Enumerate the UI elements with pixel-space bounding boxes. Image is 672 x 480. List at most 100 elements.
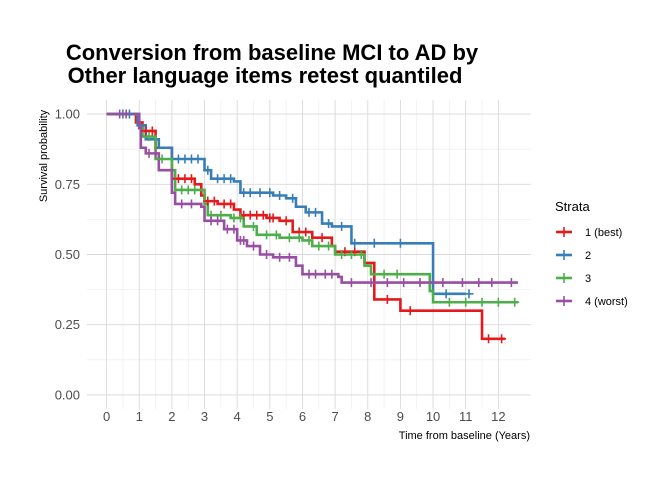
x-tick-label: 6 <box>299 409 306 424</box>
censor-mark <box>147 126 157 136</box>
legend-label: 3 <box>585 273 591 285</box>
censor-mark <box>157 154 167 164</box>
series-lines <box>106 112 518 341</box>
censor-mark <box>461 297 471 307</box>
censor-mark <box>350 238 360 248</box>
legend-label: 2 <box>585 250 591 262</box>
censor-mark <box>464 289 474 299</box>
censor-mark <box>284 252 294 262</box>
legend-label: 4 (worst) <box>585 296 628 308</box>
legend-title: Strata <box>555 199 590 214</box>
censor-mark <box>193 154 203 164</box>
censor-mark <box>317 233 327 243</box>
legend-label: 1 (best) <box>585 227 622 239</box>
censor-mark <box>346 250 356 259</box>
y-tick-label: 0.50 <box>55 247 80 262</box>
censor-mark <box>249 221 258 231</box>
censor-mark <box>311 207 321 217</box>
censor-mark <box>268 213 278 223</box>
legend: Strata 1 (best) 2 3 4 (worst) <box>555 199 628 308</box>
x-tick-label: 4 <box>234 409 241 424</box>
censor-mark <box>213 216 223 226</box>
censor-mark <box>314 241 324 251</box>
censor-mark <box>369 238 379 248</box>
x-tick-label: 5 <box>266 409 273 424</box>
censor-mark <box>382 294 392 304</box>
censor-mark <box>438 278 448 288</box>
censor-mark <box>379 269 389 279</box>
censor-mark <box>327 269 337 279</box>
x-tick-label: 7 <box>332 409 339 424</box>
censor-mark <box>477 297 487 307</box>
chart-title-line-2: Other language items retest quantiled <box>68 63 463 88</box>
censor-mark <box>249 241 258 251</box>
censor-mark <box>226 199 236 209</box>
legend-item: 3 <box>556 273 591 285</box>
legend-item: 2 <box>556 250 591 262</box>
y-tick-label: 0.00 <box>55 387 80 402</box>
censor-mark <box>190 185 200 195</box>
censor-marks <box>115 109 520 344</box>
censor-mark <box>271 230 281 240</box>
x-tick-label: 11 <box>459 409 473 424</box>
censor-mark <box>399 278 409 288</box>
censor-mark <box>382 278 392 288</box>
censor-mark <box>186 174 196 184</box>
censor-mark <box>506 278 516 288</box>
censor-mark <box>484 334 494 344</box>
censor-mark <box>151 148 161 158</box>
censor-mark <box>337 250 347 259</box>
censor-mark <box>510 297 520 307</box>
censor-mark <box>186 199 196 209</box>
chart-title-line-1: Conversion from baseline MCI to AD by <box>66 40 479 65</box>
y-tick-label: 1.00 <box>55 107 80 122</box>
x-tick-label: 8 <box>364 409 371 424</box>
grid <box>87 100 531 409</box>
legend-item: 1 (best) <box>556 227 622 239</box>
censor-mark <box>301 227 311 237</box>
legend-items: 1 (best) 2 3 4 (worst) <box>556 227 628 308</box>
x-tick-label: 12 <box>491 409 505 424</box>
censor-mark <box>324 219 334 229</box>
censor-mark <box>405 306 415 316</box>
censor-mark <box>497 334 507 344</box>
censor-mark <box>239 235 249 245</box>
y-axis-label: Survival probability <box>38 109 50 202</box>
censor-mark <box>229 224 239 234</box>
x-tick-label: 3 <box>201 409 208 424</box>
censor-mark <box>288 193 298 203</box>
y-axis-ticks: 0.00 0.25 0.50 0.75 1.00 <box>55 107 80 403</box>
censor-mark <box>487 278 497 288</box>
censor-mark <box>258 210 268 220</box>
censor-mark <box>177 199 187 209</box>
censor-mark <box>275 252 285 262</box>
censor-mark <box>493 297 503 307</box>
x-axis-label: Time from baseline (Years) <box>399 430 530 442</box>
censor-mark <box>262 250 272 259</box>
x-tick-label: 0 <box>103 409 110 424</box>
censor-mark <box>209 196 219 206</box>
censor-mark <box>395 238 405 248</box>
x-tick-label: 9 <box>397 409 404 424</box>
censor-mark <box>255 188 265 198</box>
censor-mark <box>265 188 275 198</box>
censor-mark <box>304 235 314 245</box>
censor-mark <box>444 297 454 307</box>
censor-mark <box>281 216 291 226</box>
censor-mark <box>275 191 285 201</box>
censor-mark <box>457 278 467 288</box>
censor-mark <box>366 278 376 288</box>
censor-mark <box>294 233 304 243</box>
censor-mark <box>262 230 272 240</box>
y-tick-label: 0.25 <box>55 317 80 332</box>
censor-mark <box>216 210 226 220</box>
x-tick-label: 1 <box>136 409 143 424</box>
legend-item: 4 (worst) <box>556 296 628 308</box>
censor-mark <box>324 241 334 251</box>
censor-mark <box>441 289 451 299</box>
censor-mark <box>226 174 236 184</box>
x-tick-label: 10 <box>426 409 440 424</box>
censor-mark <box>474 278 484 288</box>
censor-mark <box>337 221 347 231</box>
